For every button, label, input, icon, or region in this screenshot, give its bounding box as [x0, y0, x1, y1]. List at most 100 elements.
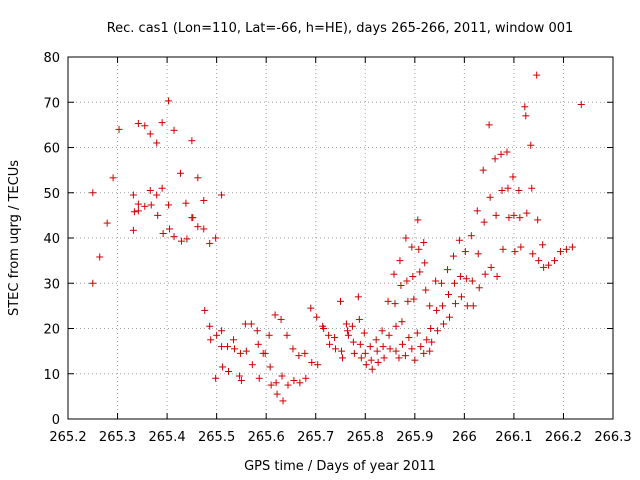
- data-point: [165, 97, 173, 105]
- data-point: [386, 345, 394, 353]
- data-point: [408, 243, 416, 251]
- data-point: [331, 334, 339, 342]
- data-point: [141, 122, 149, 130]
- data-point: [405, 334, 413, 342]
- data-point: [326, 340, 334, 348]
- x-tick-label: 266.2: [545, 430, 582, 445]
- data-point: [357, 354, 365, 362]
- data-point: [255, 374, 263, 382]
- data-point: [355, 315, 363, 323]
- grid-lines: [68, 57, 613, 419]
- data-point: [302, 374, 310, 382]
- data-point: [473, 207, 481, 215]
- data-point: [577, 101, 585, 109]
- data-point: [361, 349, 369, 357]
- data-point: [194, 223, 202, 231]
- y-tick-label: 70: [43, 96, 60, 111]
- data-point: [325, 331, 333, 339]
- data-point: [449, 252, 457, 260]
- data-point: [462, 275, 470, 283]
- data-point: [265, 331, 273, 339]
- x-tick-label: 265.8: [347, 430, 384, 445]
- data-point: [385, 331, 393, 339]
- data-point: [177, 237, 185, 245]
- data-point: [469, 302, 477, 310]
- data-point: [487, 263, 495, 271]
- data-point: [194, 174, 202, 182]
- data-point: [451, 300, 459, 308]
- data-point: [354, 293, 362, 301]
- data-point: [480, 218, 488, 226]
- data-point: [498, 186, 506, 194]
- data-point: [499, 245, 507, 253]
- data-point: [493, 272, 501, 280]
- data-point: [206, 322, 214, 330]
- data-point: [515, 186, 523, 194]
- data-point: [290, 377, 298, 385]
- data-point: [417, 343, 425, 351]
- y-axis-label: STEC from uqrg / TECUs: [7, 160, 22, 316]
- data-point: [350, 349, 358, 357]
- data-point: [503, 148, 511, 156]
- x-tick-label: 266: [452, 430, 477, 445]
- data-point: [130, 208, 138, 216]
- data-point: [314, 361, 322, 369]
- data-point: [158, 184, 166, 192]
- data-point: [396, 257, 404, 265]
- data-point: [509, 173, 517, 181]
- data-point: [516, 214, 524, 222]
- data-point: [200, 196, 208, 204]
- data-point: [491, 155, 499, 163]
- data-point: [426, 302, 434, 310]
- data-point: [539, 241, 547, 249]
- data-point: [446, 313, 453, 321]
- data-point: [188, 137, 196, 145]
- data-point: [166, 225, 174, 233]
- data-point: [401, 352, 409, 360]
- data-point: [562, 245, 570, 253]
- data-point: [523, 209, 531, 217]
- x-tick-label: 266.1: [495, 430, 532, 445]
- data-point: [440, 320, 448, 328]
- data-point: [362, 361, 370, 369]
- data-point: [373, 347, 381, 355]
- data-point: [568, 243, 576, 251]
- data-point: [450, 279, 458, 287]
- data-point: [337, 297, 344, 305]
- data-point: [511, 248, 519, 256]
- data-point: [384, 297, 392, 305]
- data-point: [420, 349, 428, 357]
- data-point: [474, 250, 482, 258]
- data-point: [154, 211, 162, 219]
- data-point: [457, 293, 465, 301]
- x-axis-label: GPS time / Days of year 2011: [244, 459, 436, 474]
- data-point: [434, 327, 442, 335]
- data-point: [283, 331, 291, 339]
- data-point: [528, 184, 536, 192]
- data-point: [183, 235, 191, 243]
- data-point: [89, 189, 97, 197]
- y-tick-label: 60: [43, 142, 60, 157]
- data-point: [426, 347, 434, 355]
- data-point: [146, 186, 154, 194]
- data-point: [342, 320, 350, 328]
- data-point: [129, 226, 137, 234]
- data-point: [235, 372, 243, 380]
- data-point: [96, 253, 104, 261]
- data-point: [159, 229, 167, 237]
- data-point: [367, 356, 375, 364]
- data-point: [397, 282, 405, 290]
- data-point: [414, 216, 422, 224]
- data-point: [279, 397, 287, 405]
- data-point: [153, 191, 161, 199]
- data-point: [343, 327, 351, 335]
- data-point: [212, 374, 220, 382]
- data-point: [497, 150, 505, 158]
- data-point: [392, 322, 400, 330]
- data-point: [295, 352, 303, 360]
- data-point: [267, 381, 275, 389]
- data-point: [236, 349, 244, 357]
- data-point: [390, 270, 398, 278]
- data-point: [200, 225, 208, 233]
- data-point: [219, 363, 227, 371]
